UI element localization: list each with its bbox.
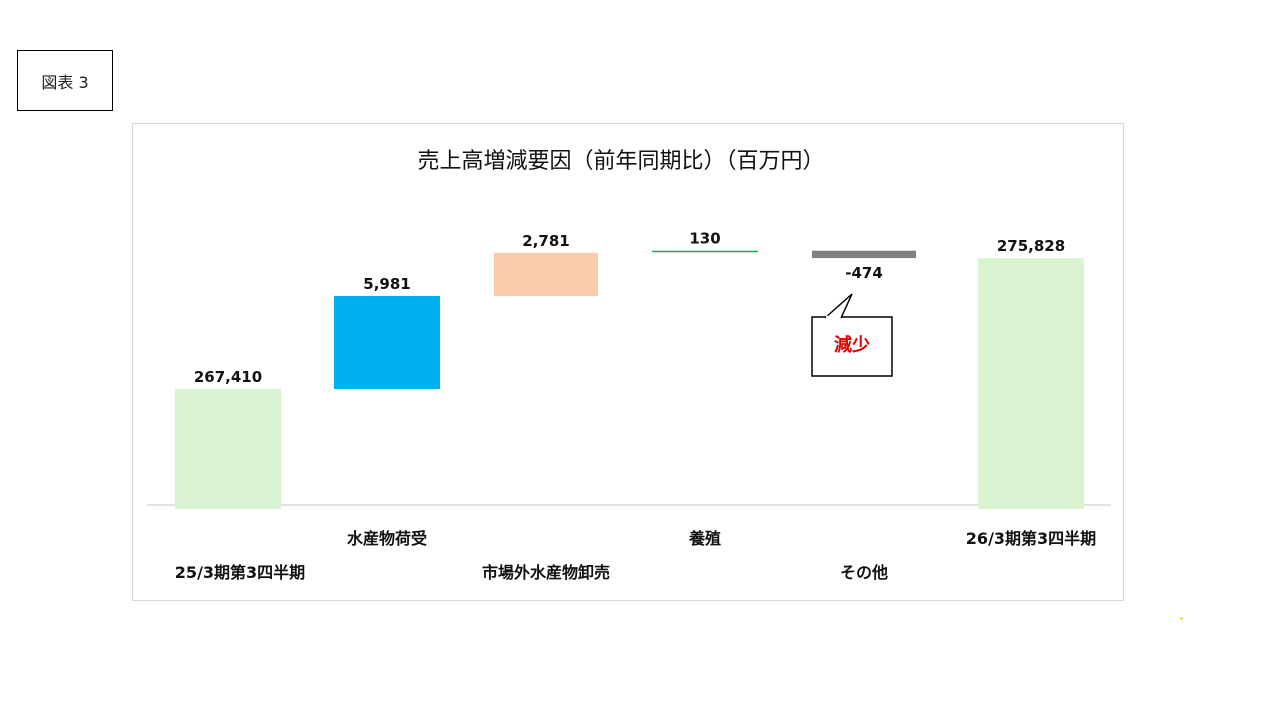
bar-3 (494, 252, 598, 296)
value-label-3: 2,781 (522, 232, 569, 250)
value-label-5: -474 (845, 264, 883, 282)
value-label-2: 5,981 (363, 275, 410, 293)
value-label-1: 267,410 (194, 368, 262, 386)
category-label-2: 水産物荷受 (347, 529, 427, 548)
bar-1 (175, 389, 281, 509)
category-label-1: 25/3期第3四半期 (175, 563, 305, 582)
category-label-4: 養殖 (688, 529, 721, 548)
callout-text: 減少 (834, 334, 870, 356)
value-label-6: 275,828 (997, 237, 1065, 255)
waterfall-chart: 売上高増減要因（前年同期比）（百万円） 267,410 5,981 2,781 130… (147, 149, 1111, 582)
callout-pointer (824, 293, 853, 319)
value-labels-group: 267,410 5,981 2,781 130 -474 275,828 (194, 230, 1065, 386)
bar-4 (652, 250, 758, 253)
value-label-4: 130 (689, 230, 720, 248)
figure-label: 図表 3 (17, 50, 113, 111)
bar-6 (978, 258, 1084, 509)
decrease-callout: 減少 (811, 293, 893, 377)
category-label-5: その他 (840, 563, 888, 582)
category-label-6: 26/3期第3四半期 (966, 529, 1096, 548)
bar-2 (334, 296, 440, 389)
bar-5 (812, 250, 916, 259)
chart-frame: 売上高増減要因（前年同期比）（百万円） 267,410 5,981 2,781 130… (132, 123, 1124, 601)
stray-dot (1180, 617, 1183, 620)
callout-box (811, 316, 893, 377)
category-label-3: 市場外水産物卸売 (482, 563, 610, 582)
bars-group (175, 250, 1084, 509)
chart-title: 売上高増減要因（前年同期比）（百万円） (417, 149, 824, 174)
